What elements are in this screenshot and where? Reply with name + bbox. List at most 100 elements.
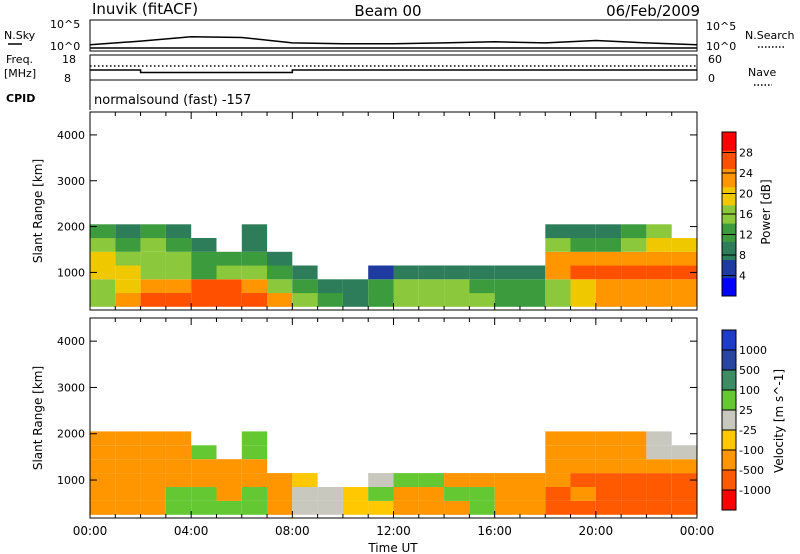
- heatmap-cell: [140, 279, 166, 294]
- heatmap-cell: [570, 473, 596, 487]
- heatmap-cell: [342, 293, 369, 307]
- heatmap-cell: [595, 500, 622, 515]
- heatmap-cell: [115, 473, 141, 487]
- heatmap-cell: [494, 487, 520, 501]
- heatmap-cell: [393, 293, 419, 307]
- heatmap-cell: [165, 473, 192, 487]
- heatmap-cell: [317, 279, 343, 294]
- freq-line: [90, 69, 697, 74]
- heatmap-cell: [520, 473, 546, 487]
- y-tick-label: 3000: [57, 175, 85, 188]
- heatmap-cell: [621, 224, 647, 239]
- colorbar-tick-label: -100: [739, 444, 764, 457]
- heatmap-cell: [368, 500, 394, 515]
- heatmap-cell: [140, 293, 166, 307]
- heatmap-cell: [90, 473, 116, 487]
- y-tick-label: 1000: [57, 266, 85, 279]
- cpid-text: normalsound (fast) -157: [94, 93, 251, 108]
- heatmap-cell: [418, 487, 445, 501]
- heatmap-cell: [646, 224, 672, 239]
- cpid-label: CPID: [6, 92, 35, 105]
- heatmap-cell: [165, 293, 192, 307]
- colorbar-swatch: [722, 330, 736, 351]
- heatmap-cell: [140, 473, 166, 487]
- colorbar-tick-label: 4: [739, 270, 746, 283]
- heatmap-cell: [545, 487, 571, 501]
- y-tick-label: 2000: [57, 221, 85, 234]
- station-title: Inuvik (fitACF): [92, 0, 198, 18]
- heatmap-cell: [368, 487, 394, 501]
- heatmap-cell: [191, 500, 217, 515]
- nsearch-top-tick: 10^5: [706, 20, 736, 33]
- y-tick-label: 2000: [57, 428, 85, 441]
- heatmap-cell: [469, 265, 495, 280]
- heatmap-cell: [165, 431, 192, 446]
- colorbar-tick-label: 12: [739, 229, 753, 242]
- heatmap-cell: [191, 487, 217, 501]
- x-tick-label: 04:00: [174, 524, 209, 538]
- heatmap-cell: [646, 265, 672, 280]
- beam-title: Beam 00: [354, 2, 421, 20]
- heatmap-cell: [570, 265, 596, 280]
- colorbar-tick-label: 1000: [739, 344, 767, 357]
- heatmap-cell: [241, 473, 268, 487]
- heatmap-cell: [444, 265, 470, 280]
- heatmap-cell: [393, 473, 419, 487]
- colorbar-swatch: [722, 370, 736, 391]
- heatmap-cell: [140, 445, 166, 460]
- heatmap-cell: [646, 293, 672, 307]
- heatmap-cell: [646, 459, 672, 474]
- heatmap-cell: [115, 431, 141, 446]
- velocity-heatmap: [90, 431, 697, 515]
- heatmap-cell: [115, 459, 141, 474]
- colorbar-tick-label: 8: [739, 249, 746, 262]
- nsearch-bottom-tick: 10^0: [706, 40, 736, 53]
- heatmap-cell: [621, 265, 647, 280]
- heatmap-cell: [140, 500, 166, 515]
- heatmap-cell: [90, 293, 116, 307]
- heatmap-cell: [90, 265, 116, 280]
- x-tick-label: 16:00: [477, 524, 512, 538]
- heatmap-cell: [595, 293, 622, 307]
- heatmap-cell: [267, 473, 293, 487]
- velocity-colorbar-label: Velocity [m s^-1]: [772, 369, 786, 473]
- y-tick-label: 1000: [57, 474, 85, 487]
- heatmap-cell: [342, 279, 369, 294]
- heatmap-cell: [570, 224, 596, 239]
- power-y-ticks: 1000 2000 3000 4000: [57, 129, 697, 279]
- heatmap-cell: [292, 487, 318, 501]
- nave-top-tick: 60: [708, 53, 722, 66]
- heatmap-cell: [621, 293, 647, 307]
- heatmap-cell: [241, 293, 268, 307]
- heatmap-cell: [444, 500, 470, 515]
- heatmap-cell: [292, 293, 318, 307]
- heatmap-cell: [140, 251, 166, 266]
- colorbar-tick-label: -500: [739, 464, 764, 477]
- heatmap-cell: [520, 279, 546, 294]
- heatmap-cell: [545, 265, 571, 280]
- heatmap-cell: [595, 459, 622, 474]
- heatmap-cell: [292, 473, 318, 487]
- heatmap-cell: [191, 238, 217, 252]
- heatmap-cell: [494, 473, 520, 487]
- heatmap-cell: [342, 487, 369, 501]
- colorbar-swatch: [722, 490, 736, 511]
- heatmap-cell: [393, 500, 419, 515]
- heatmap-cell: [292, 500, 318, 515]
- heatmap-cell: [317, 293, 343, 307]
- heatmap-cell: [545, 500, 571, 515]
- heatmap-cell: [595, 238, 622, 252]
- heatmap-cell: [494, 265, 520, 280]
- colorbar-swatch: [722, 168, 736, 188]
- heatmap-cell: [115, 487, 141, 501]
- heatmap-cell: [671, 251, 697, 266]
- heatmap-cell: [115, 251, 141, 266]
- x-tick-label: 08:00: [275, 524, 310, 538]
- heatmap-cell: [368, 473, 394, 487]
- heatmap-cell: [267, 251, 293, 266]
- power-heatmap: [90, 224, 697, 307]
- colorbar-swatch: [722, 259, 736, 279]
- heatmap-cell: [241, 445, 268, 460]
- heatmap-cell: [621, 487, 647, 501]
- power-x-ticks: [89, 112, 698, 310]
